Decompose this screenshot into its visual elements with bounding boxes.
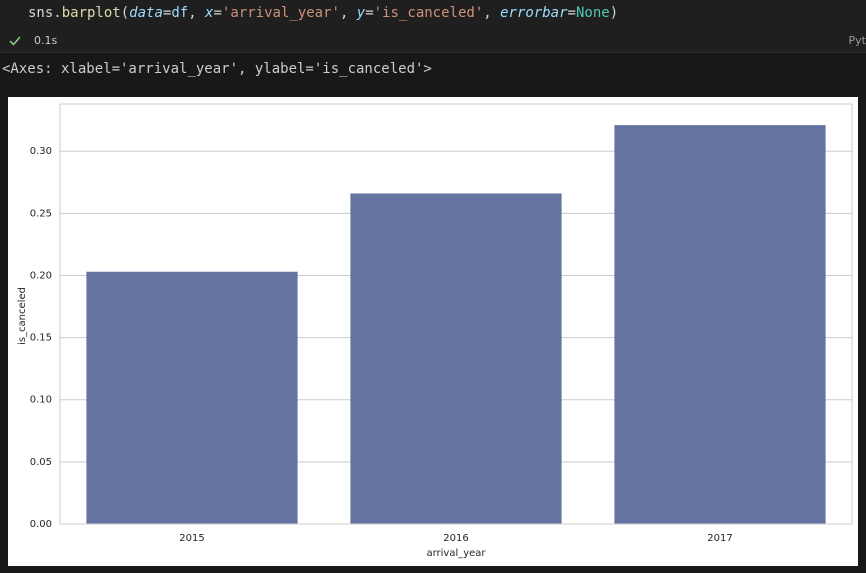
y-tick-label: 0.05 bbox=[30, 457, 52, 468]
code-token: = bbox=[365, 5, 374, 21]
x-tick-label: 2015 bbox=[179, 533, 204, 544]
code-token: x bbox=[205, 5, 214, 21]
code-token: 'arrival_year' bbox=[221, 5, 340, 21]
check-icon bbox=[9, 36, 21, 46]
chart: arrival_year is_canceled 0.00 0.05 0.10 0.1… bbox=[8, 97, 858, 566]
code-token: = bbox=[162, 5, 172, 21]
code-token: errorbar bbox=[500, 5, 568, 21]
x-axis-label: arrival_year bbox=[426, 548, 486, 559]
code-token: = bbox=[567, 5, 576, 21]
y-tick-label: 0.30 bbox=[30, 146, 52, 157]
plot-frame bbox=[59, 103, 853, 525]
code-token: sns. bbox=[28, 5, 62, 21]
y-axis-label: is_canceled bbox=[17, 287, 28, 345]
y-tick-label: 0.20 bbox=[30, 270, 52, 281]
code-token: data bbox=[129, 5, 163, 21]
bar bbox=[350, 193, 562, 524]
code-cell[interactable]: sns.barplot(data=df, x='arrival_year', y… bbox=[28, 5, 618, 21]
code-token: = bbox=[213, 5, 222, 21]
x-tick-label: 2017 bbox=[707, 533, 732, 544]
code-token: y bbox=[356, 5, 366, 21]
bar bbox=[86, 271, 298, 524]
code-token: df bbox=[171, 5, 189, 21]
code-token: None bbox=[575, 5, 610, 21]
bar bbox=[614, 125, 826, 524]
code-token: barplot bbox=[61, 5, 121, 21]
code-token: 'is_canceled' bbox=[373, 5, 484, 21]
code-token: ( bbox=[120, 5, 130, 21]
y-tick-label: 0.25 bbox=[30, 208, 52, 219]
code-token: ) bbox=[609, 5, 619, 21]
output-text: <Axes: xlabel='arrival_year', ylabel='is… bbox=[2, 61, 432, 77]
code-token: , bbox=[188, 5, 206, 21]
y-tick-label: 0.10 bbox=[30, 395, 52, 406]
code-token: , bbox=[483, 5, 501, 21]
y-tick-label: 0.15 bbox=[30, 333, 52, 344]
cell-status: 0.1s Pyt bbox=[0, 30, 866, 53]
kernel-label[interactable]: Pyt bbox=[848, 34, 866, 47]
x-tick-label: 2016 bbox=[443, 533, 468, 544]
code-token: , bbox=[339, 5, 357, 21]
duration: 0.1s bbox=[34, 34, 58, 47]
y-tick-label: 0.00 bbox=[30, 519, 52, 530]
